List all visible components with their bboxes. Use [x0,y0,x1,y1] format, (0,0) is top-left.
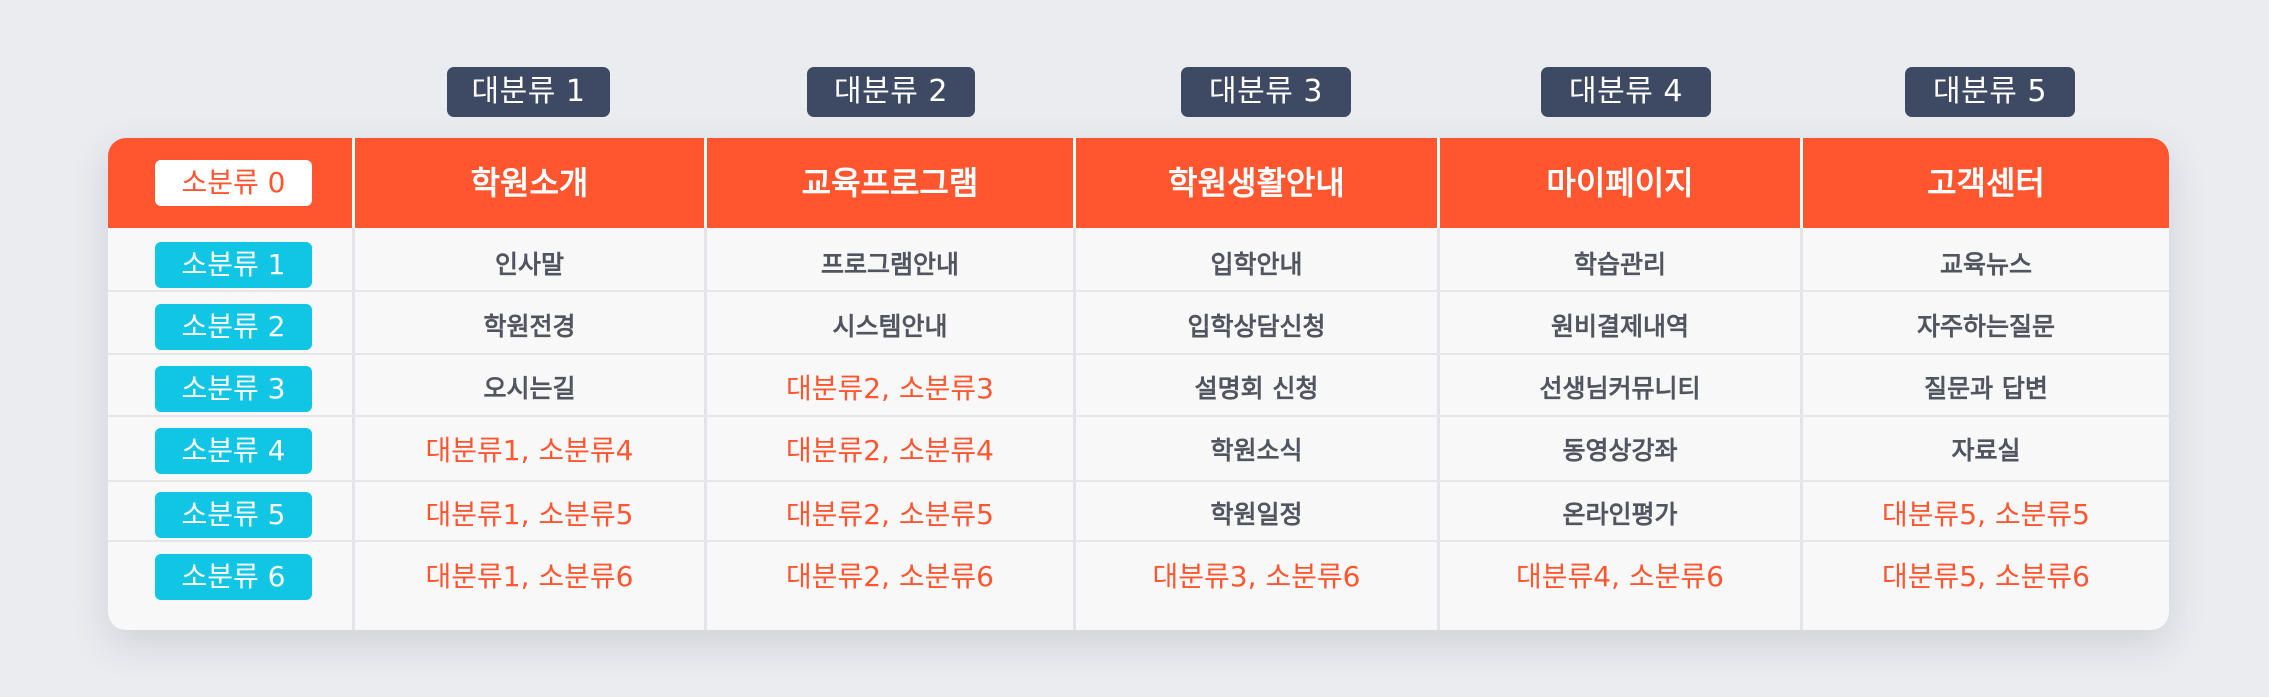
column-divider [704,228,707,630]
row-divider [108,290,2169,292]
column-divider [352,228,355,630]
table-cell: 선생님커뮤니티 [1539,374,1701,403]
table-cell: 프로그램안내 [820,250,959,279]
row-label-pill: 소분류 4 [155,428,312,474]
table-cell: 대분류2, 소분류3 [786,372,994,405]
major-category-tag-2: 대분류 2 [807,67,975,117]
row-label-pill: 소분류 3 [155,366,312,412]
column-divider [352,138,355,228]
table-cell: 입학상담신청 [1187,312,1326,341]
row-divider [108,353,2169,355]
table-cell: 입학안내 [1210,250,1303,279]
row-label-pill: 소분류 2 [155,304,312,350]
column-divider [1073,138,1076,228]
table-cell: 학원전경 [483,312,576,341]
table-cell: 대분류1, 소분류4 [425,434,634,467]
table-cell: 대분류5, 소분류5 [1882,498,2090,531]
table-cell: 대분류1, 소분류6 [425,560,634,593]
column-divider [1437,138,1440,228]
table-cell: 학원일정 [1210,500,1303,529]
major-category-tags: 대분류 1 대분류 2 대분류 3 대분류 4 대분류 5 [0,67,2269,117]
table-cell: 원비결제내역 [1550,312,1689,341]
major-category-tag-1: 대분류 1 [447,67,610,117]
column-header: 학원소개 [470,164,589,202]
table-cell: 오시는길 [483,374,576,403]
column-divider [1800,228,1803,630]
table-cell: 대분류4, 소분류6 [1516,560,1724,593]
row-label-pill: 소분류 1 [155,242,312,288]
table-cell: 대분류3, 소분류6 [1152,560,1361,593]
table-cell: 자료실 [1951,436,2021,465]
table-cell: 대분류2, 소분류4 [786,434,994,467]
row-label-pill: 소분류 5 [155,492,312,538]
column-header: 고객센터 [1927,164,2045,202]
table-cell: 대분류2, 소분류6 [786,560,994,593]
table-cell: 질문과 답변 [1924,374,2048,403]
sitemap-table: 소분류 0 학원소개 교육프로그램 학원생활안내 마이페이지 고객센터 소분류 1 인사말 프… [108,138,2169,630]
major-category-tag-5: 대분류 5 [1905,67,2075,117]
column-header: 마이페이지 [1546,164,1694,202]
row-divider [108,480,2169,482]
table-cell: 시스템안내 [832,312,948,341]
table-cell: 설명회 신청 [1194,374,1319,403]
row-divider [108,540,2169,542]
table-cell: 교육뉴스 [1939,250,2032,279]
column-divider [1800,138,1803,228]
column-divider [704,138,707,228]
column-header: 학원생활안내 [1168,164,1345,202]
table-cell: 동영상강좌 [1562,436,1678,465]
row-divider [108,415,2169,417]
table-header-row: 소분류 0 학원소개 교육프로그램 학원생활안내 마이페이지 고객센터 [108,138,2169,228]
row-label-pill: 소분류 0 [155,160,312,206]
column-divider [1437,228,1440,630]
major-category-tag-3: 대분류 3 [1181,67,1351,117]
table-cell: 학습관리 [1573,250,1666,279]
column-header: 교육프로그램 [801,164,979,202]
table-cell: 대분류1, 소분류5 [425,498,634,531]
major-category-tag-4: 대분류 4 [1541,67,1711,117]
table-cell: 자주하는질문 [1916,312,2055,341]
table-cell: 대분류5, 소분류6 [1882,560,2090,593]
table-cell: 인사말 [494,250,564,279]
row-label-pill: 소분류 6 [155,554,312,600]
table-cell: 온라인평가 [1562,500,1678,529]
table-cell: 학원소식 [1210,436,1303,465]
column-divider [1073,228,1076,630]
table-cell: 대분류2, 소분류5 [786,498,994,531]
